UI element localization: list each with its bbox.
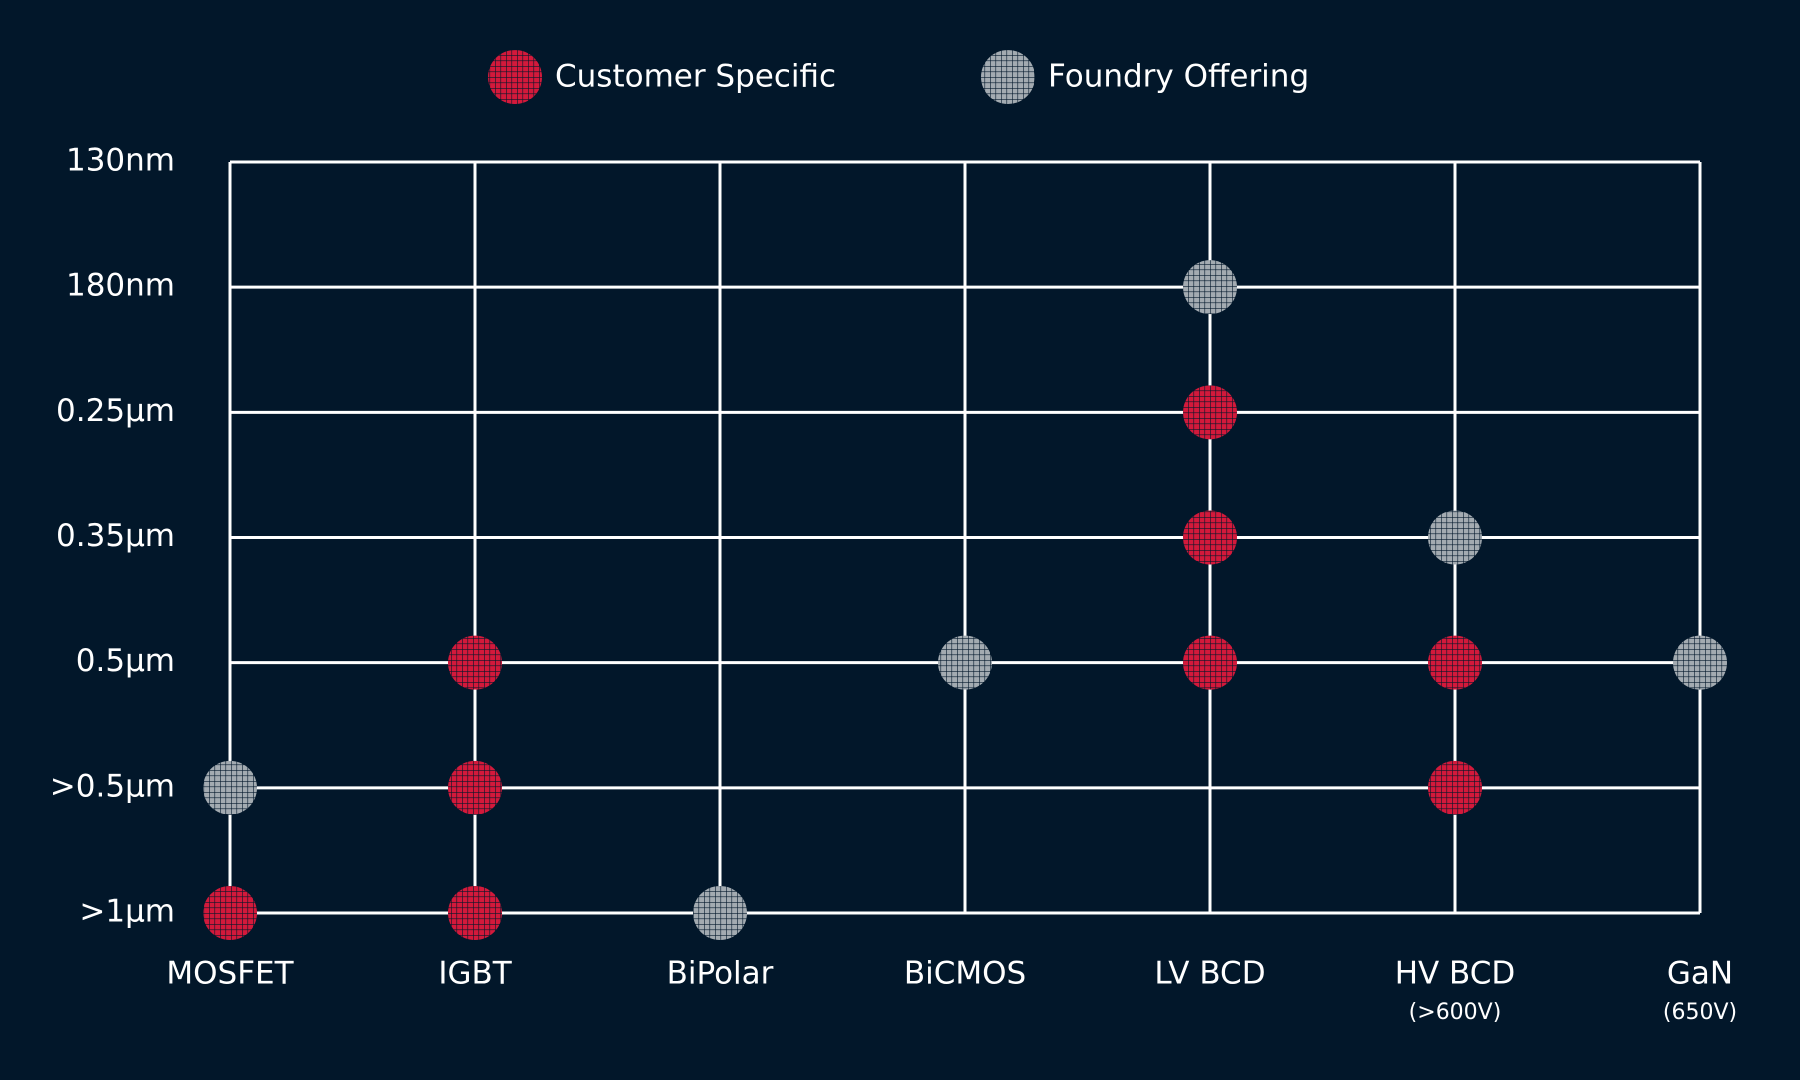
y-tick-label: >1μm xyxy=(79,894,175,930)
data-point xyxy=(203,760,257,815)
legend-label: Customer Specific xyxy=(555,59,836,95)
data-point xyxy=(1183,635,1237,690)
x-tick-label: LV BCD xyxy=(1154,956,1265,992)
data-point xyxy=(1428,510,1482,565)
x-tick-label: BiCMOS xyxy=(904,956,1026,992)
data-point xyxy=(448,760,502,815)
legend-swatch xyxy=(981,50,1035,104)
data-point xyxy=(1428,635,1482,690)
data-point xyxy=(1183,385,1237,440)
data-point xyxy=(938,635,992,690)
y-tick-label: 180nm xyxy=(66,268,175,304)
x-tick-sublabel: (650V) xyxy=(1663,1000,1737,1025)
data-point xyxy=(1673,635,1727,690)
data-point xyxy=(1183,510,1237,565)
data-point xyxy=(693,886,747,940)
data-point xyxy=(1428,760,1482,815)
y-tick-label: 0.25μm xyxy=(56,393,175,429)
x-tick-label: MOSFET xyxy=(166,956,294,992)
legend-swatch xyxy=(488,50,542,104)
y-tick-label: >0.5μm xyxy=(50,768,175,804)
data-point xyxy=(203,886,257,940)
data-point xyxy=(1183,260,1237,315)
legend-label: Foundry Offering xyxy=(1048,59,1309,95)
x-tick-label: GaN xyxy=(1667,956,1733,992)
x-tick-label: BiPolar xyxy=(667,956,774,992)
data-point xyxy=(448,886,502,940)
y-tick-label: 0.35μm xyxy=(56,518,175,554)
y-tick-label: 130nm xyxy=(66,143,175,179)
y-tick-label: 0.5μm xyxy=(76,643,175,679)
x-tick-label: HV BCD xyxy=(1395,956,1516,992)
x-tick-label: IGBT xyxy=(438,956,512,992)
data-point xyxy=(448,635,502,690)
x-tick-sublabel: (>600V) xyxy=(1409,1000,1502,1025)
